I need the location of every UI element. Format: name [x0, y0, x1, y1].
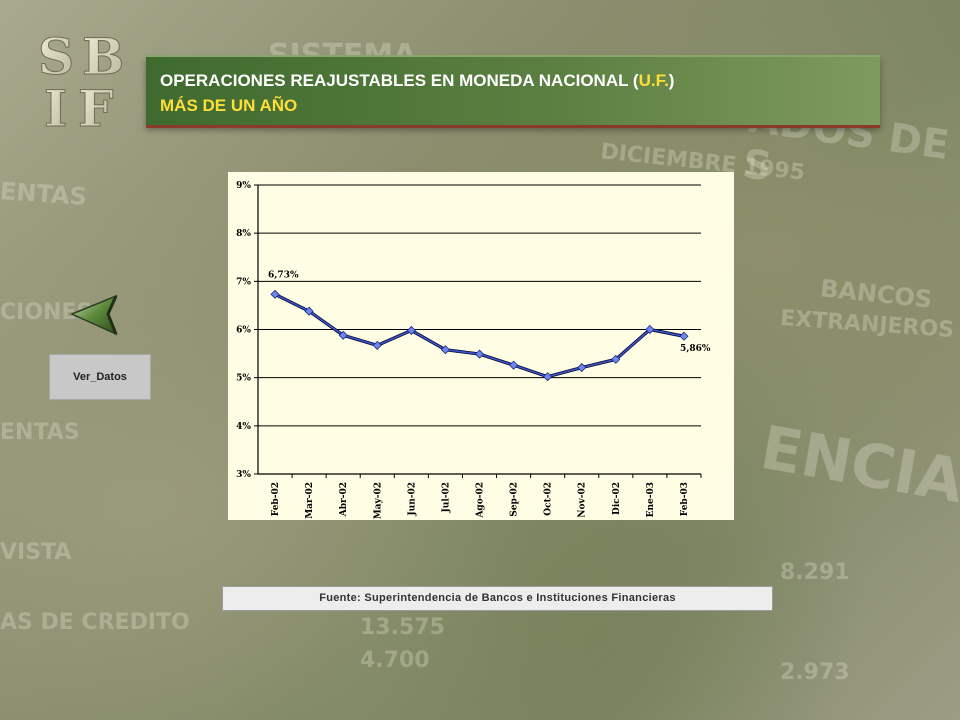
- x-tick-label: Ene-03: [646, 482, 656, 517]
- series-line: [274, 293, 685, 378]
- page-subtitle: MÁS DE UN AÑO: [160, 96, 298, 115]
- x-tick-label: Dic-02: [612, 482, 622, 515]
- data-point: [270, 289, 280, 299]
- x-tick-label: Oct-02: [544, 482, 554, 516]
- title-bar: OPERACIONES REAJUSTABLES EN MONEDA NACIO…: [146, 55, 880, 125]
- x-tick-label: Abr-02: [339, 482, 349, 517]
- data-point: [509, 360, 519, 370]
- source-note: Fuente: Superintendencia de Bancos e Ins…: [222, 586, 773, 611]
- back-arrow-icon[interactable]: [68, 292, 124, 338]
- svg-text:F: F: [78, 79, 114, 132]
- data-label: 5,86%: [680, 344, 711, 354]
- sbif-logo: S B I F: [38, 28, 125, 132]
- data-point: [372, 340, 382, 350]
- chart-panel: 3% 4% 5% 6% 7% 8% 9% Feb-02 Mar-02 Abr-02 May-02 Ju…: [228, 172, 734, 520]
- line-chart: 3% 4% 5% 6% 7% 8% 9% Feb-02 Mar-02 Abr-02 May-02 Ju…: [236, 181, 711, 519]
- y-tick-label: 8%: [236, 229, 251, 239]
- data-point: [543, 372, 553, 382]
- svg-text:B: B: [82, 28, 124, 86]
- data-point: [679, 331, 689, 341]
- x-tick-label: Sep-02: [510, 482, 520, 517]
- data-point: [611, 354, 621, 364]
- x-tick-label: Mar-02: [305, 482, 315, 519]
- x-tick-label: Feb-03: [680, 482, 690, 516]
- x-tick-label: Nov-02: [578, 482, 588, 518]
- title-accent: U.F.: [638, 71, 669, 90]
- x-tick-label: Jul-02: [441, 482, 451, 513]
- data-point: [645, 324, 655, 335]
- data-point: [304, 306, 314, 316]
- svg-text:S: S: [38, 28, 74, 86]
- data-label: 6,73%: [268, 270, 299, 280]
- y-tick-label: 9%: [236, 181, 251, 191]
- page-title: OPERACIONES REAJUSTABLES EN MONEDA NACIO…: [160, 71, 675, 90]
- series-line-shadow: [274, 292, 685, 379]
- x-tick-label: Jun-02: [407, 482, 417, 517]
- data-point: [577, 362, 587, 373]
- data-point: [474, 349, 485, 359]
- data-point: [440, 345, 450, 355]
- y-tick-label: 5%: [236, 374, 251, 384]
- y-tick-label: 7%: [236, 277, 251, 287]
- x-tick-label: Feb-02: [271, 482, 281, 516]
- svg-text:I: I: [44, 79, 67, 132]
- ver-datos-button[interactable]: Ver_Datos: [49, 354, 151, 400]
- data-point: [338, 330, 348, 340]
- y-tick-label: 6%: [236, 326, 251, 336]
- x-tick-label: May-02: [373, 482, 383, 519]
- x-tick-label: Ago-02: [476, 482, 486, 519]
- y-tick-label: 4%: [236, 422, 251, 432]
- y-tick-label: 3%: [236, 470, 251, 480]
- data-point: [406, 325, 416, 336]
